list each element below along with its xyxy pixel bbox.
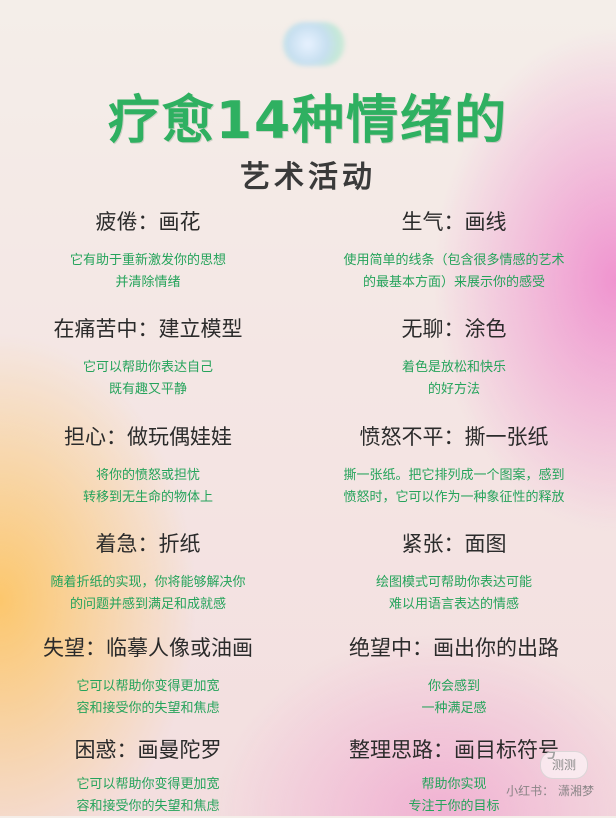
desc-line: 撕一张纸。把它排列成一个图案，感到 <box>343 468 565 483</box>
item-heading: 绝望中：画出你的出路 <box>349 636 559 660</box>
desc-line: 愤怒时，它可以作为一种象征性的释放 <box>343 490 565 505</box>
desc-line: 的问题并感到满足和成就感 <box>69 597 226 612</box>
item-description: 帮助你实现 专注于你的目标 <box>310 774 598 818</box>
desc-line: 容和接受你的失望和焦虑 <box>76 799 220 814</box>
desc-line: 你会感到 <box>427 679 480 694</box>
desc-line: 并清除情绪 <box>115 275 181 290</box>
item-description: 着色是放松和快乐 的好方法 <box>310 357 598 401</box>
top-decoration <box>283 22 345 66</box>
desc-line: 它有助于重新激发你的思想 <box>69 253 226 268</box>
desc-line: 使用简单的线条（包含很多情感的艺术 <box>343 253 565 268</box>
item-card: 绝望中：画出你的出路 你会感到 一种满足感 <box>310 634 598 720</box>
desc-line: 着色是放松和快乐 <box>401 360 506 375</box>
desc-line: 它可以帮助你变得更加宽 <box>76 777 220 792</box>
desc-line: 将你的愤怒或担忧 <box>95 468 200 483</box>
page-subtitle: 艺术活动 <box>240 160 376 195</box>
desc-line: 的好方法 <box>427 382 480 397</box>
desc-line: 绘图模式可帮助你表达可能 <box>375 575 532 590</box>
watermark-badge: 测测 <box>540 751 588 779</box>
item-description: 它可以帮助你表达自己 既有趣又平静 <box>4 357 292 401</box>
item-card: 紧张：面图 绘图模式可帮助你表达可能 难以用语言表达的情感 <box>310 530 598 616</box>
item-heading: 失望：临摹人像或油画 <box>43 636 253 660</box>
desc-line: 它可以帮助你变得更加宽 <box>76 679 220 694</box>
item-heading: 担心：做玩偶娃娃 <box>64 425 232 449</box>
item-description: 你会感到 一种满足感 <box>310 676 598 720</box>
item-heading: 紧张：面图 <box>401 532 507 556</box>
item-heading: 着急：折纸 <box>95 532 201 556</box>
item-description: 绘图模式可帮助你表达可能 难以用语言表达的情感 <box>310 572 598 616</box>
item-heading: 整理思路：画目标符号 <box>349 738 559 762</box>
item-card: 愤怒不平：撕一张纸 撕一张纸。把它排列成一个图案，感到 愤怒时，它可以作为一种象… <box>310 423 598 509</box>
desc-line: 难以用语言表达的情感 <box>388 597 519 612</box>
item-description: 将你的愤怒或担忧 转移到无生命的物体上 <box>4 465 292 509</box>
item-description: 它可以帮助你变得更加宽 容和接受你的失望和焦虑 <box>4 676 292 720</box>
item-card: 无聊：涂色 着色是放松和快乐 的好方法 <box>310 315 598 401</box>
desc-line: 它可以帮助你表达自己 <box>82 360 213 375</box>
item-heading: 在痛苦中：建立模型 <box>53 317 243 341</box>
item-card: 整理思路：画目标符号 帮助你实现 专注于你的目标 <box>310 736 598 818</box>
item-card: 担心：做玩偶娃娃 将你的愤怒或担忧 转移到无生命的物体上 <box>4 423 292 509</box>
desc-line: 帮助你实现 <box>421 777 487 792</box>
item-description: 它有助于重新激发你的思想 并清除情绪 <box>4 250 292 294</box>
desc-line: 转移到无生命的物体上 <box>82 490 213 505</box>
desc-line: 的最基本方面）来展示你的感受 <box>362 275 545 290</box>
item-heading: 生气：画线 <box>401 210 507 234</box>
item-description: 它可以帮助你变得更加宽 容和接受你的失望和焦虑 <box>4 774 292 818</box>
desc-line: 既有趣又平静 <box>108 382 187 397</box>
page-title: 疗愈14种情绪的 <box>107 91 509 151</box>
desc-line: 一种满足感 <box>421 701 487 716</box>
watermark-text: 小红书： 潇湘梦 <box>506 784 594 798</box>
item-heading: 无聊：涂色 <box>401 317 507 341</box>
item-description: 撕一张纸。把它排列成一个图案，感到 愤怒时，它可以作为一种象征性的释放 <box>310 465 598 509</box>
item-heading: 愤怒不平：撕一张纸 <box>359 425 549 449</box>
desc-line: 容和接受你的失望和焦虑 <box>76 701 220 716</box>
item-heading: 疲倦：画花 <box>95 210 201 234</box>
item-description: 使用简单的线条（包含很多情感的艺术 的最基本方面）来展示你的感受 <box>310 250 598 294</box>
item-card: 生气：画线 使用简单的线条（包含很多情感的艺术 的最基本方面）来展示你的感受 <box>310 208 598 294</box>
item-card: 疲倦：画花 它有助于重新激发你的思想 并清除情绪 <box>4 208 292 294</box>
desc-line: 随着折纸的实现，你将能够解决你 <box>50 575 246 590</box>
item-heading: 困惑：画曼陀罗 <box>74 738 222 762</box>
item-card: 失望：临摹人像或油画 它可以帮助你变得更加宽 容和接受你的失望和焦虑 <box>4 634 292 720</box>
item-card: 在痛苦中：建立模型 它可以帮助你表达自己 既有趣又平静 <box>4 315 292 401</box>
item-card: 着急：折纸 随着折纸的实现，你将能够解决你 的问题并感到满足和成就感 <box>4 530 292 616</box>
item-description: 随着折纸的实现，你将能够解决你 的问题并感到满足和成就感 <box>4 572 292 616</box>
desc-line: 专注于你的目标 <box>408 799 500 814</box>
item-card: 困惑：画曼陀罗 它可以帮助你变得更加宽 容和接受你的失望和焦虑 <box>4 736 292 818</box>
